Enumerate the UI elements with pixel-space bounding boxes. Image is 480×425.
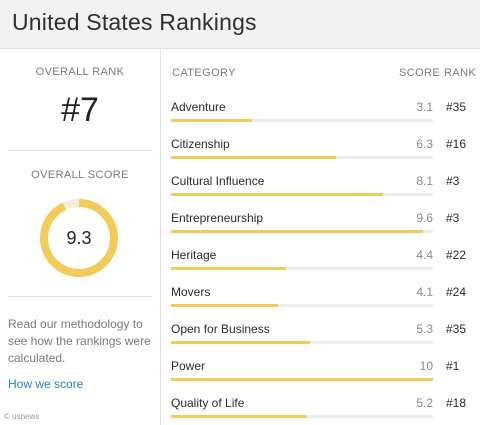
category-row: Open for Business 5.3 #35 [161,311,480,348]
category-row: Adventure 3.1 #35 [161,89,480,126]
overall-score-label: OVERALL SCORE [31,169,129,181]
category-name: Heritage [171,248,217,262]
how-we-score-link[interactable]: How we score [8,377,84,391]
column-header-rank: RANK [444,67,477,79]
image-credit: © usnews [4,412,40,421]
category-rank: #24 [446,285,467,299]
score-bar-track [171,267,433,270]
score-bar-fill [171,193,384,196]
overall-rank-label: OVERALL RANK [35,66,125,78]
category-row: Entrepreneurship 9.6 #3 [161,200,480,237]
category-rank: #22 [446,248,467,262]
category-row: Heritage 4.4 #22 [161,237,480,274]
page-title: United States Rankings [12,9,257,35]
category-rank: #18 [446,396,467,410]
score-bar-track [171,230,433,233]
score-bar-track [171,415,433,418]
category-name: Citizenship [171,137,230,151]
overall-rank-value: #7 [61,91,99,129]
score-bar-fill [171,119,253,122]
divider [8,296,152,297]
score-bar-fill [171,267,287,270]
overall-score-value: 9.3 [66,228,92,248]
column-header-category: CATEGORY [172,67,236,79]
score-bar-track [171,119,433,122]
score-bar-fill [171,378,433,381]
category-name: Adventure [171,100,226,114]
score-bar-track [171,378,433,381]
category-row: Quality of Life 5.2 #18 [161,385,480,422]
table-header: CATEGORY SCORE RANK [161,49,480,89]
score-bar-track [171,156,433,159]
methodology-text: Read our methodology to see how the rank… [8,317,151,365]
category-name: Open for Business [171,322,270,336]
panel-divider [160,49,161,425]
overall-panel: OVERALL RANK #7 OVERALL SCORE 9.3 Read o… [0,49,160,425]
score-ring [40,199,118,277]
category-name: Power [171,359,206,373]
category-score: 5.2 [416,396,433,410]
category-score: 4.1 [416,285,433,299]
score-bar-fill [171,230,423,233]
category-rank: #1 [446,359,460,373]
score-bar-track [171,341,433,344]
score-bar-track [171,193,433,196]
category-rank: #3 [446,174,460,188]
category-score: 4.4 [416,248,433,262]
category-name: Quality of Life [171,396,245,410]
category-row: Movers 4.1 #24 [161,274,480,311]
score-bar-fill [171,341,310,344]
category-row: Power 10 #1 [161,348,480,385]
category-rank: #3 [446,211,460,225]
divider [8,150,152,151]
category-row: Citizenship 6.3 #16 [161,126,480,163]
category-rank: #16 [446,137,467,151]
category-score: 3.1 [416,100,433,114]
category-name: Cultural Influence [171,174,265,188]
category-row: Cultural Influence 8.1 #3 [161,163,480,200]
category-list: Adventure 3.1 #35 Citizenship 6.3 #16 Cu… [161,89,480,422]
category-rank: #35 [446,100,467,114]
category-name: Movers [171,285,211,299]
category-name: Entrepreneurship [171,211,264,225]
score-bar-fill [171,304,279,307]
category-score: 5.3 [416,322,433,336]
title-bar: United States Rankings [0,0,480,49]
category-score: 9.6 [416,211,433,225]
score-bar-track [171,304,433,307]
category-rank: #35 [446,322,467,336]
category-score: 10 [419,359,433,373]
score-bar-fill [171,415,308,418]
score-bar-fill [171,156,337,159]
category-score: 8.1 [416,174,433,188]
category-score: 6.3 [416,137,433,151]
score-ring-fill [40,199,118,277]
column-header-score: SCORE [399,67,441,79]
